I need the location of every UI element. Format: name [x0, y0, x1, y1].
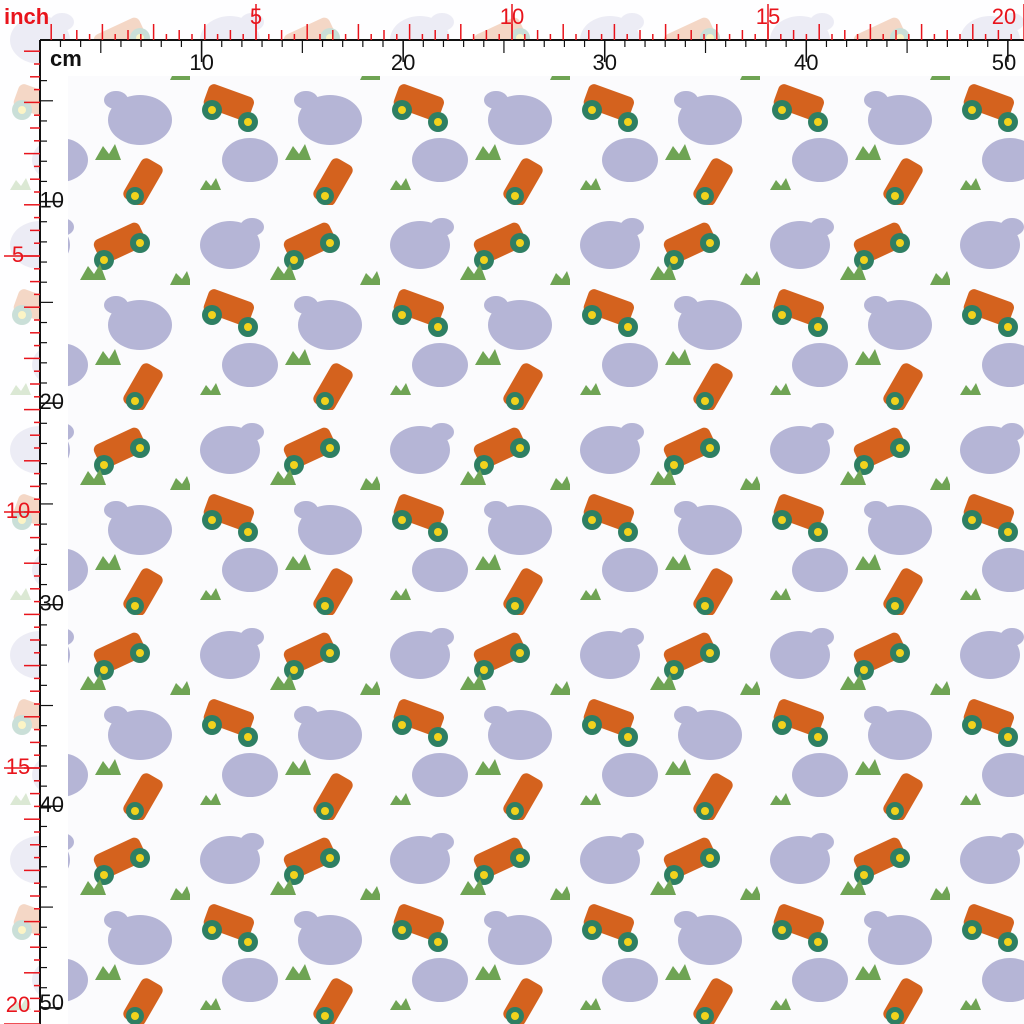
- inch-label: 10: [500, 4, 524, 29]
- inch-label: 15: [756, 4, 780, 29]
- cm-label: 40: [40, 792, 64, 817]
- inch-label: 10: [6, 498, 30, 523]
- cm-label: 10: [189, 50, 213, 75]
- cm-label: 30: [592, 50, 616, 75]
- inch-label: 5: [12, 242, 24, 267]
- cm-label: 10: [40, 187, 64, 212]
- cm-label: 20: [40, 389, 64, 414]
- inch-label: 15: [6, 754, 30, 779]
- inch-ruler-band: [0, 40, 40, 1024]
- inch-unit-label: inch: [4, 4, 49, 29]
- inch-label: 20: [992, 4, 1016, 29]
- cm-label: 50: [40, 990, 64, 1015]
- cm-unit-label: cm: [50, 46, 82, 71]
- inch-label: 20: [6, 992, 30, 1017]
- cm-ruler-band: [40, 40, 1024, 76]
- cm-label: 30: [40, 591, 64, 616]
- cm-label: 20: [391, 50, 415, 75]
- inch-label: 5: [250, 4, 262, 29]
- cm-label: 50: [992, 50, 1016, 75]
- cm-label: 40: [794, 50, 818, 75]
- cm-ruler-band: [40, 76, 68, 1024]
